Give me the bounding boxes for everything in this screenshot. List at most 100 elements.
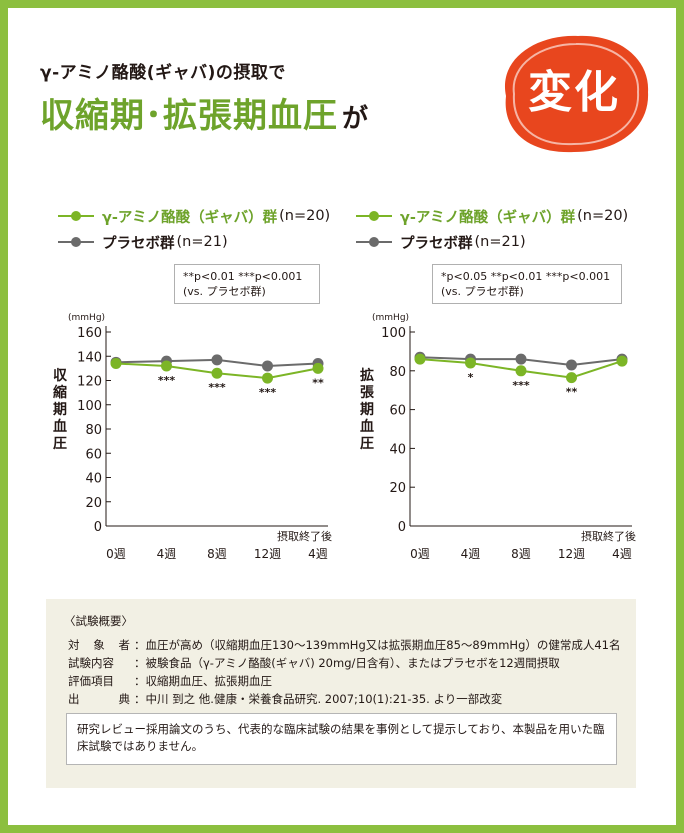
legend-gaba-n: (n=20)	[577, 208, 629, 224]
legend-placebo-n: (n=21)	[176, 234, 228, 250]
significance-mark: ***	[158, 374, 176, 387]
y-tick-label: 140	[77, 350, 102, 365]
x-extra-label: 摂取終了後	[581, 529, 636, 543]
x-extra-label: 摂取終了後	[277, 529, 332, 543]
y-axis-unit: (mmHg)	[68, 313, 105, 323]
summary-key: 出典	[68, 691, 134, 707]
significance-mark: ***	[208, 381, 226, 394]
y-tick-label: 0	[398, 520, 406, 535]
data-point	[566, 359, 577, 371]
chart-diastolic: (mmHg) 0 20 40 60 80 100 摂取終了後 0週 4週 8週 12週 4週 * *** **	[360, 306, 650, 566]
x-tick-label: 4週	[461, 547, 481, 561]
summary-item-evaluation: 評価項目 ：収縮期血圧、拡張期血圧	[68, 673, 272, 689]
y-tick-label: 20	[389, 481, 406, 496]
summary-value: 血圧が高め（収縮期血圧130〜139mmHg又は拡張期血圧85〜89mmHg）の…	[145, 638, 621, 652]
y-axis-label-char: 血	[53, 419, 67, 435]
significance-mark: **	[312, 376, 324, 389]
key-char: 象	[93, 638, 105, 652]
legend-item-gaba: γ-アミノ酪酸（ギャバ）群 (n=20)	[58, 203, 330, 229]
data-point	[211, 354, 223, 366]
legend-gaba-label: γ-アミノ酪酸（ギャバ）群	[400, 209, 576, 226]
x-tick-label: 12週	[558, 547, 585, 561]
key-char: 出	[68, 692, 80, 706]
y-tick-label: 100	[77, 399, 102, 414]
y-tick-label: 80	[85, 423, 102, 438]
x-tick-label: 0週	[410, 547, 430, 561]
data-point	[312, 362, 324, 374]
page-title: 収縮期･拡張期血圧が	[40, 88, 369, 137]
disclaimer: 研究レビュー採用論文のうち、代表的な臨床試験の結果を事例として提示しており、本製…	[66, 713, 617, 765]
legend-gaba-n: (n=20)	[279, 208, 331, 224]
summary-key: 評価項目	[68, 673, 134, 689]
placebo-marker-icon	[58, 237, 94, 247]
significance-note-right: *p<0.05 **p<0.01 ***p<0.001 (vs. プラセボ群)	[432, 264, 622, 304]
data-point	[515, 353, 527, 365]
data-point	[515, 365, 527, 377]
summary-item-content: 試験内容 ：被験食品（γ-アミノ酪酸(ギャバ) 20mg/日含有）、またはプラセ…	[68, 655, 560, 671]
y-axis-label-char: 縮	[53, 385, 67, 401]
y-axis-label-char: 期	[360, 402, 374, 418]
summary-colon: ：	[134, 692, 146, 706]
data-point	[616, 355, 628, 367]
key-text: 試験内容	[68, 656, 114, 670]
legend-item-gaba: γ-アミノ酪酸（ギャバ）群 (n=20)	[356, 203, 628, 229]
y-axis-label-char: 張	[360, 385, 374, 401]
y-axis-label-diastolic: 拡張期血圧	[359, 368, 375, 453]
data-point	[211, 367, 223, 379]
y-axis-label-char: 血	[360, 419, 374, 435]
data-point	[465, 357, 476, 369]
summary-colon: ：	[134, 638, 146, 652]
y-tick-label: 40	[85, 472, 102, 487]
stamp-text: 変化	[528, 67, 620, 118]
summary-item-source: 出典 ：中川 到之 他.健康・栄養食品研究. 2007;10(1):21-35.…	[68, 691, 502, 707]
y-axis-label-char: 拡	[360, 368, 374, 384]
significance-mark: **	[566, 386, 578, 399]
significance-note-left: **p<0.01 ***p<0.001 (vs. プラセボ群)	[174, 264, 320, 304]
y-tick-label: 120	[77, 375, 102, 390]
y-tick-label: 60	[389, 404, 406, 419]
gaba-marker-icon	[58, 211, 94, 221]
title-suffix: が	[342, 104, 370, 134]
legend-item-placebo: プラセボ群 (n=21)	[58, 229, 330, 255]
x-tick-label: 8週	[511, 547, 531, 561]
x-tick-label: 0週	[106, 547, 126, 561]
y-axis-label-char: 期	[53, 402, 67, 418]
y-tick-label: 40	[389, 442, 406, 457]
summary-colon: ：	[134, 656, 146, 670]
key-text: 評価項目	[68, 674, 114, 688]
summary-item-subjects: 対象者 ：血圧が高め（収縮期血圧130〜139mmHg又は拡張期血圧85〜89m…	[68, 637, 621, 653]
x-tick-label: 4週	[612, 547, 632, 561]
legend-placebo-label: プラセボ群	[400, 235, 473, 252]
y-tick-label: 80	[389, 365, 406, 380]
summary-heading: 〈試験概要〉	[64, 614, 133, 628]
note-line-1: **p<0.01 ***p<0.001	[183, 270, 303, 283]
data-point	[262, 372, 273, 384]
legend-right: γ-アミノ酪酸（ギャバ）群 (n=20) プラセボ群 (n=21)	[356, 203, 628, 255]
legend-placebo-n: (n=21)	[474, 234, 526, 250]
y-axis-label-char: 圧	[53, 436, 67, 452]
summary-colon: ：	[134, 674, 146, 688]
x-tick-label: 4週	[157, 547, 177, 561]
study-summary: 〈試験概要〉 対象者 ：血圧が高め（収縮期血圧130〜139mmHg又は拡張期血…	[46, 599, 636, 788]
stamp-badge	[504, 35, 649, 153]
key-char: 対	[68, 638, 80, 652]
y-axis-label-char: 収	[53, 368, 67, 384]
note-line-1: *p<0.05 **p<0.01 ***p<0.001	[441, 270, 611, 283]
data-point	[161, 360, 172, 372]
data-point	[414, 353, 426, 365]
y-tick-label: 160	[77, 326, 102, 341]
y-axis-label-systolic: 収縮期血圧	[52, 368, 68, 453]
placebo-marker-icon	[356, 237, 392, 247]
legend-item-placebo: プラセボ群 (n=21)	[356, 229, 628, 255]
y-axis-label-char: 圧	[360, 436, 374, 452]
title-text: 収縮期･拡張期血圧	[40, 96, 338, 136]
y-tick-label: 0	[94, 520, 102, 535]
legend-gaba-label: γ-アミノ酪酸（ギャバ）群	[102, 209, 278, 226]
subtitle: γ-アミノ酪酸(ギャバ)の摂取で	[40, 63, 286, 83]
summary-value: 被験食品（γ-アミノ酪酸(ギャバ) 20mg/日含有）、またはプラセボを12週間…	[145, 656, 560, 670]
y-tick-label: 100	[381, 326, 406, 341]
note-line-2: (vs. プラセボ群)	[183, 285, 266, 298]
chart-systolic-svg: (mmHg) 0 20 40 60 80 100 120 140 160 摂取終了後 0週 4週 8週 12…	[68, 313, 332, 561]
summary-key: 試験内容	[68, 655, 134, 671]
